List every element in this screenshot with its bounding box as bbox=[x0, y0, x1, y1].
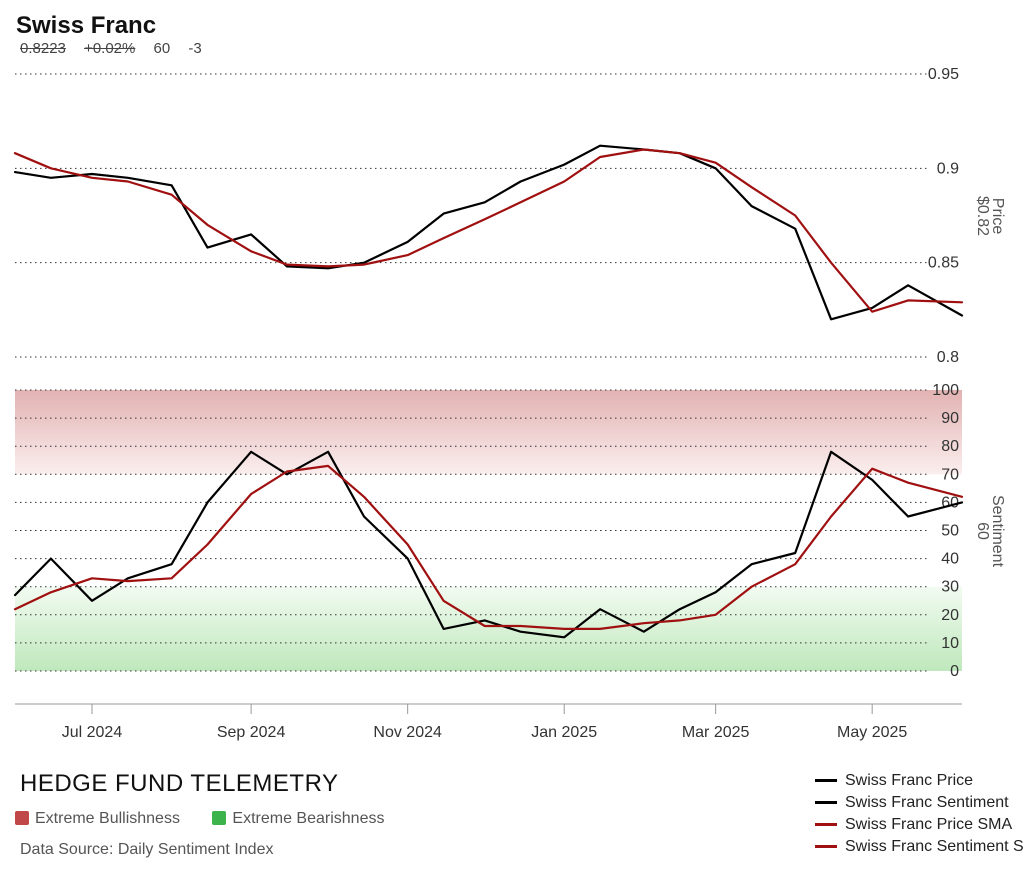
legend-line bbox=[815, 845, 837, 849]
sentiment-axis-title: Sentiment60 bbox=[974, 495, 1006, 568]
series-legend: Swiss Franc Price Swiss Franc Sentiment … bbox=[815, 770, 1024, 858]
legend-line bbox=[815, 823, 837, 827]
sentiment-tick-label: 10 bbox=[941, 635, 959, 652]
legend-label: Swiss Franc Sentiment SMA bbox=[845, 838, 1024, 855]
legend-item-sentiment-sma[interactable]: Swiss Franc Sentiment SMA bbox=[815, 836, 1024, 858]
sentiment-tick-label: 40 bbox=[941, 551, 959, 568]
zone-label: Extreme Bullishness bbox=[35, 810, 180, 827]
legend-line bbox=[815, 801, 837, 805]
legend-label: Swiss Franc Price bbox=[845, 772, 974, 789]
legend-line bbox=[815, 779, 837, 783]
bearish-swatch bbox=[212, 811, 227, 825]
sentiment-tick-label: 20 bbox=[941, 607, 959, 624]
sentiment-tick-label: 80 bbox=[941, 438, 959, 455]
price-tick-label: 0.9 bbox=[937, 160, 959, 177]
extreme-bullish-band bbox=[15, 390, 962, 475]
last-price: 0.8223 bbox=[20, 40, 66, 57]
legend-item-price-sma[interactable]: Swiss Franc Price SMA bbox=[815, 814, 1024, 836]
x-tick-label: Nov 2024 bbox=[373, 724, 442, 741]
data-source: Data Source: Daily Sentiment Index bbox=[20, 841, 274, 858]
x-tick-label: Sep 2024 bbox=[217, 724, 286, 741]
price-axis-title: Price$0.82 bbox=[974, 196, 1006, 236]
sentiment-tick-label: 100 bbox=[932, 382, 959, 399]
sentiment-tick-label: 90 bbox=[941, 410, 959, 427]
price-axis-title-line: $0.82 bbox=[974, 196, 991, 236]
x-tick-label: May 2025 bbox=[837, 724, 907, 741]
price-tick-label: 0.8 bbox=[937, 349, 959, 366]
brand-name: HEDGE FUND TELEMETRY bbox=[20, 770, 339, 797]
x-tick-label: Jan 2025 bbox=[531, 724, 597, 741]
legend-item-sentiment[interactable]: Swiss Franc Sentiment bbox=[815, 792, 1024, 814]
sentiment-value: 60 bbox=[153, 40, 171, 57]
sentiment-tick-label: 30 bbox=[941, 579, 959, 596]
x-tick-label: Jul 2024 bbox=[62, 724, 123, 741]
price-line-swiss-franc-price-sma bbox=[13, 148, 964, 313]
legend-label: Swiss Franc Sentiment bbox=[845, 794, 1009, 811]
sentiment-zones bbox=[15, 390, 962, 671]
price-axis-title-line: Price bbox=[989, 198, 1006, 235]
legend-item-price[interactable]: Swiss Franc Price bbox=[815, 770, 1024, 792]
extreme-bearish-band bbox=[15, 586, 962, 671]
sentiment-axis-title-line: Sentiment bbox=[989, 495, 1006, 568]
zone-label: Extreme Bearishness bbox=[232, 810, 385, 827]
sentiment-axis-title-line: 60 bbox=[974, 522, 991, 540]
chart-title: Swiss Franc bbox=[16, 12, 157, 39]
sentiment-line-swiss-franc-sentiment-sma bbox=[13, 464, 964, 631]
sentiment-tick-label: 70 bbox=[941, 466, 959, 483]
x-tick-label: Mar 2025 bbox=[682, 724, 750, 741]
sentiment-change: -3 bbox=[188, 40, 202, 57]
series-lines bbox=[13, 144, 964, 639]
zone-legend: Extreme Bullishness Extreme Bearishness bbox=[15, 810, 412, 828]
zone-legend-item-bullish: Extreme Bullishness bbox=[15, 810, 180, 828]
sentiment-tick-label: 0 bbox=[950, 663, 959, 680]
sentiment-line-swiss-franc-sentiment bbox=[13, 450, 964, 639]
gridlines bbox=[15, 73, 930, 672]
axes bbox=[15, 703, 962, 714]
bullish-swatch bbox=[15, 811, 29, 825]
zone-legend-item-bearish: Extreme Bearishness bbox=[212, 810, 384, 828]
price-change: +0.02% bbox=[84, 40, 136, 57]
axis-titles: Price$0.82 Sentiment60 bbox=[974, 196, 1006, 568]
sentiment-tick-label: 50 bbox=[941, 523, 959, 540]
legend-label: Swiss Franc Price SMA bbox=[845, 816, 1013, 833]
tick-labels: 0.950.90.850.80102030405060708090100Jul … bbox=[62, 66, 959, 741]
price-tick-label: 0.95 bbox=[928, 66, 959, 83]
price-line-swiss-franc-price bbox=[13, 144, 964, 321]
price-tick-label: 0.85 bbox=[928, 255, 959, 272]
quote-strip: 0.8223 +0.02% 60 -3 bbox=[20, 40, 216, 57]
